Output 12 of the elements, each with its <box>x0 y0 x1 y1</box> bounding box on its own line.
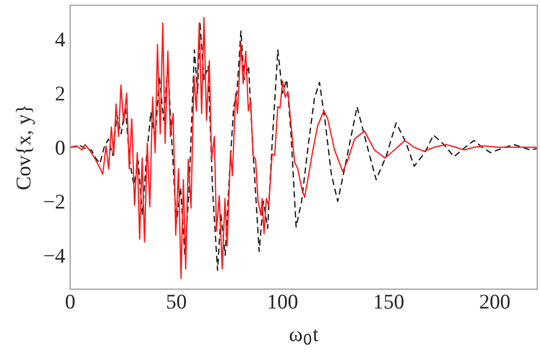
y-tick-label: 4 <box>55 32 66 46</box>
y-axis-title: Cov{x, y} <box>16 106 35 190</box>
x-tick-label: 100 <box>268 294 298 309</box>
x-tick-label: 200 <box>480 294 510 309</box>
y-tick-label: 0 <box>56 140 65 155</box>
x-axis-title: ω$_{0}$t <box>290 329 318 345</box>
x-tick-label: 50 <box>167 294 186 309</box>
x-tick-label: 150 <box>374 294 404 309</box>
x-tick-label: 0 <box>66 294 75 309</box>
y-tick-label: 2 <box>56 86 64 100</box>
y-tick-label: −2 <box>44 194 64 209</box>
y-tick-label: −4 <box>44 248 66 263</box>
